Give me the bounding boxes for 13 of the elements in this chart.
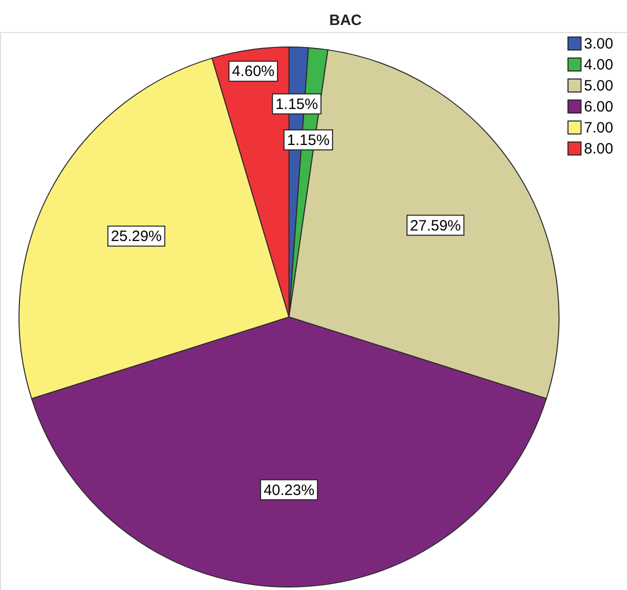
legend-label: 6.00: [584, 98, 614, 116]
chart-title: BAC: [329, 12, 362, 29]
data-label: 1.15%: [287, 132, 330, 149]
data-label: 4.60%: [232, 63, 275, 80]
data-label: 1.15%: [275, 96, 318, 113]
data-label: 27.59%: [410, 217, 461, 234]
data-label: 40.23%: [264, 482, 314, 499]
legend-label: 3.00: [584, 36, 614, 52]
legend-label: 8.00: [584, 140, 614, 158]
data-label: 25.29%: [110, 228, 162, 246]
legend-label: 5.00: [584, 78, 614, 94]
legend-label: 7.00: [584, 120, 614, 136]
legend-label: 4.00: [584, 56, 614, 74]
